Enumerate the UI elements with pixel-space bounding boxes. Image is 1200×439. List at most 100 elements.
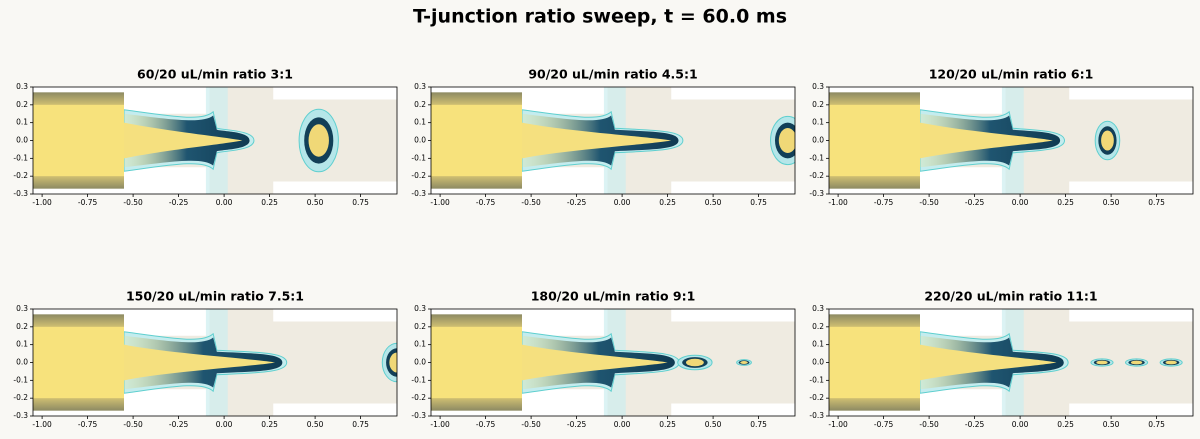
y-tick-label: 0.0: [812, 136, 824, 145]
panel-title: 90/20 uL/min ratio 4.5:1: [528, 67, 697, 82]
y-tick-label: -0.2: [13, 171, 28, 180]
jet-core: [522, 122, 672, 159]
wall: [124, 309, 210, 336]
droplet-core: [1165, 360, 1177, 365]
wall: [124, 389, 210, 416]
x-tick-label: 0.00: [216, 420, 233, 429]
y-tick-label: 0.0: [16, 136, 28, 145]
y-tick-label: 0.0: [414, 358, 426, 367]
wall: [829, 188, 920, 194]
y-tick-label: 0.1: [16, 118, 28, 127]
inlet-core: [829, 326, 920, 399]
x-tick-label: 0.25: [1057, 420, 1074, 429]
droplet-core: [1096, 360, 1108, 365]
field: [829, 309, 1193, 416]
wall: [671, 309, 795, 322]
x-tick-label: -0.75: [476, 420, 496, 429]
wall: [829, 87, 920, 93]
y-tick-label: -0.3: [809, 189, 824, 198]
panel-title: 60/20 uL/min ratio 3:1: [137, 67, 293, 82]
x-tick-label: 0.50: [705, 420, 722, 429]
y-tick-label: -0.2: [411, 171, 426, 180]
wall: [273, 87, 397, 100]
field: [33, 87, 397, 194]
x-tick-label: 0.50: [705, 198, 722, 207]
x-tick-label: -1.00: [32, 198, 52, 207]
panel: 150/20 uL/min ratio 7.5:1 -1.00 -0.75 -0.50…: [13, 289, 398, 429]
x-tick-label: -0.50: [521, 198, 541, 207]
y-tick-label: -0.3: [13, 411, 28, 420]
y-tick-label: -0.3: [411, 189, 426, 198]
x-tick-label: 0.50: [307, 198, 324, 207]
x-tick-label: 0.75: [750, 198, 767, 207]
wall: [33, 87, 124, 93]
wall: [431, 410, 522, 416]
x-tick-label: -0.75: [78, 198, 98, 207]
x-tick-label: 0.25: [659, 420, 676, 429]
x-tick-label: 0.75: [750, 420, 767, 429]
field: [431, 87, 795, 194]
wall: [522, 389, 608, 416]
inlet-core: [829, 104, 920, 177]
wall: [1069, 309, 1193, 322]
wall: [1069, 181, 1193, 194]
x-tick-label: -1.00: [430, 198, 450, 207]
wall: [829, 410, 920, 416]
wall: [431, 87, 522, 93]
y-tick-label: -0.1: [411, 153, 426, 162]
droplet-core: [389, 352, 397, 373]
x-tick-label: 0.75: [1148, 420, 1165, 429]
y-tick-label: -0.2: [13, 393, 28, 402]
x-tick-label: -0.25: [169, 420, 189, 429]
y-tick-label: -0.1: [809, 375, 824, 384]
y-tick-label: 0.3: [414, 304, 426, 313]
y-tick-label: -0.1: [411, 375, 426, 384]
y-tick-label: 0.0: [16, 358, 28, 367]
y-tick-label: 0.1: [16, 340, 28, 349]
x-tick-label: -0.25: [567, 420, 587, 429]
jet-core: [124, 122, 243, 159]
inlet-core: [431, 104, 522, 177]
y-tick-label: 0.1: [812, 118, 824, 127]
y-tick-label: -0.1: [13, 375, 28, 384]
wall: [671, 403, 795, 416]
wall: [273, 309, 397, 322]
jet-core: [522, 344, 668, 381]
inlet-core: [33, 104, 124, 177]
y-tick-label: -0.2: [809, 171, 824, 180]
y-tick-label: -0.3: [809, 411, 824, 420]
y-tick-label: -0.2: [411, 393, 426, 402]
jet-core: [920, 344, 1057, 381]
y-tick-label: 0.3: [812, 304, 824, 313]
wall: [522, 87, 608, 114]
y-tick-label: -0.3: [411, 411, 426, 420]
x-tick-label: -1.00: [430, 420, 450, 429]
y-tick-label: -0.2: [809, 393, 824, 402]
y-tick-label: 0.3: [16, 82, 28, 91]
panel: 60/20 uL/min ratio 3:1 -1.00 -0.75 -0.50 -0.…: [13, 67, 398, 207]
wall: [829, 309, 920, 315]
droplet-core: [778, 128, 795, 153]
y-tick-label: 0.1: [812, 340, 824, 349]
x-tick-label: -0.25: [169, 198, 189, 207]
jet-core: [124, 344, 276, 381]
figure-title: T-junction ratio sweep, t = 60.0 ms: [413, 6, 787, 28]
x-tick-label: 0.50: [1103, 420, 1120, 429]
x-tick-label: 0.75: [1148, 198, 1165, 207]
x-tick-label: -1.00: [828, 198, 848, 207]
y-tick-label: -0.1: [13, 153, 28, 162]
x-tick-label: -0.25: [965, 198, 985, 207]
x-tick-label: 0.00: [1012, 420, 1029, 429]
x-tick-label: 0.00: [1012, 198, 1029, 207]
droplet-core: [685, 358, 704, 367]
y-tick-label: 0.2: [414, 100, 426, 109]
x-tick-label: 0.50: [307, 420, 324, 429]
x-tick-label: 0.25: [659, 198, 676, 207]
droplet-core: [740, 361, 748, 364]
x-tick-label: -0.50: [123, 198, 143, 207]
x-tick-label: -0.25: [965, 420, 985, 429]
panel: 90/20 uL/min ratio 4.5:1 -1.00 -0.75 -0.50 -…: [411, 67, 796, 207]
x-tick-label: -0.50: [521, 420, 541, 429]
panel-title: 120/20 uL/min ratio 6:1: [929, 67, 1094, 82]
